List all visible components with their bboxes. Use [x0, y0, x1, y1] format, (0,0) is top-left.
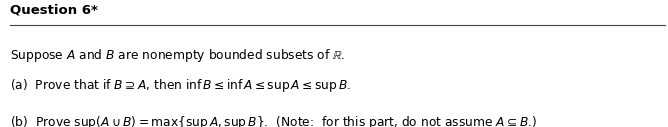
Text: (a)  Prove that if $B \supseteq A$, then $\mathrm{inf}\,B \leq \mathrm{inf}\,A \: (a) Prove that if $B \supseteq A$, then …	[10, 77, 351, 94]
Text: (b)  Prove $\mathrm{sup}(A \cup B) = \mathrm{max}\{\mathrm{sup}\,A, \mathrm{sup}: (b) Prove $\mathrm{sup}(A \cup B) = \mat…	[10, 114, 537, 127]
Text: Suppose $A$ and $B$ are nonempty bounded subsets of $\mathbb{R}$.: Suppose $A$ and $B$ are nonempty bounded…	[10, 47, 345, 64]
Text: Question 6*: Question 6*	[10, 4, 98, 17]
